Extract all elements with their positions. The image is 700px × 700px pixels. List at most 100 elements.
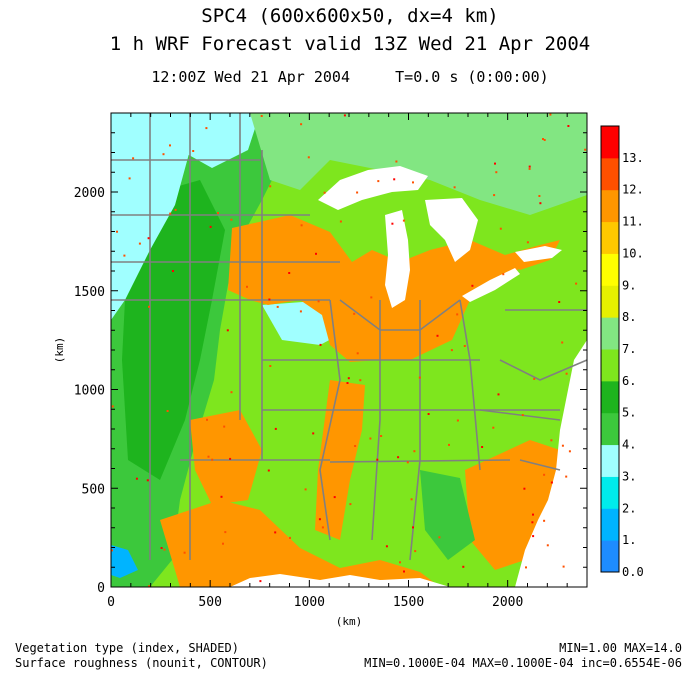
contour-field-label: Surface roughness (nounit, CONTOUR) [15,656,268,670]
cropland-gulf-coast [160,500,440,587]
urban-speckle [418,376,421,379]
urban-speckle [412,526,414,529]
urban-speckle [319,343,322,346]
urban-speckle [135,477,138,480]
urban-speckle [499,227,502,230]
urban-speckle [531,521,534,524]
urban-speckle [192,150,195,152]
colorbar-label: 7. [622,342,636,356]
urban-speckle [268,298,271,301]
urban-speckle [217,212,219,214]
urban-speckle [343,114,346,117]
urban-speckle [550,481,553,484]
urban-speckle [346,382,349,384]
urban-speckle [274,531,277,534]
urban-speckle [546,544,549,547]
state-boundary [339,299,461,331]
urban-speckle [148,585,151,587]
urban-speckle [543,473,546,476]
urban-speckle [521,414,524,417]
urban-speckle [567,125,570,127]
urban-speckle [450,349,453,352]
urban-speckle [163,548,166,551]
y-tick-label: 2000 [74,186,105,201]
y-tick-label: 500 [82,482,105,497]
urban-speckle [318,518,321,521]
urban-speckle [269,185,272,188]
urban-speckle [267,469,270,472]
contour-field-stats: MIN=0.1000E-04 MAX=0.1000E-04 inc=0.6554… [364,656,682,670]
urban-speckle [525,566,527,569]
southeast-forest [420,470,475,560]
urban-speckle [385,545,388,548]
urban-speckle [230,391,233,394]
colorbar-swatch [601,508,619,541]
atlantic-ocean [515,340,587,587]
urban-speckle [229,457,232,460]
colorbar-frame [600,125,620,573]
urban-speckle [209,225,212,228]
colorbar-label: 1. [622,533,636,547]
urban-speckle [315,252,317,255]
colorbar-label: 5. [622,406,636,420]
urban-speckle [463,345,466,347]
urban-speckle [528,165,531,168]
urban-speckle [550,439,553,442]
lake-superior [318,166,428,210]
urban-speckle [561,341,564,344]
urban-speckle [402,219,405,222]
urban-speckle [456,313,459,316]
colorbar-swatch [601,349,619,382]
urban-speckle [391,222,394,225]
urban-speckle [377,180,380,183]
colorbar-swatch [601,476,619,509]
urban-speckle [502,273,505,276]
urban-speckle [412,181,414,184]
urban-speckle [448,443,450,446]
urban-speckle [339,220,342,223]
urban-speckle [528,167,531,170]
urban-speckle [369,437,372,440]
urban-speckle [224,531,227,534]
lake-huron [425,198,478,262]
urban-speckle [304,488,307,491]
state-boundary [519,459,561,471]
colorbar-label: 6. [622,374,636,388]
urban-speckle [138,242,141,245]
y-axis-label: (km) [53,337,66,364]
urban-speckle [132,157,135,160]
urban-speckle [323,191,326,194]
colorbar-label: 12. [622,183,644,197]
urban-speckle [462,565,465,568]
urban-speckle [174,208,177,211]
urban-speckle [376,458,379,461]
urban-speckle [370,296,373,299]
urban-speckle [347,377,350,380]
urban-speckle [220,495,223,498]
urban-speckle [558,301,561,303]
urban-speckle [300,123,303,126]
colorbar: 0.0 1. 2. 3. 4. 5. 6. 7. 8. 9. 10. 11. 12. 13. [600,125,644,579]
y-tick-label: 0 [97,581,105,596]
urban-speckle [123,254,126,257]
colorbar-label: 9. [622,278,636,292]
urban-speckle [211,458,214,461]
urban-speckle [166,410,169,412]
urban-speckle [222,542,224,545]
urban-speckle [436,334,439,337]
urban-speckle [354,445,357,447]
urban-speckle [539,202,542,205]
x-tick-label: 1500 [393,595,424,610]
urban-speckle [169,144,171,147]
colorbar-label: 13. [622,151,644,165]
urban-speckle [147,237,150,240]
urban-speckle [399,561,401,564]
urban-speckle [456,419,459,422]
colorbar-swatch [601,540,619,573]
colorbar-label: 11. [622,215,644,229]
urban-speckle [493,194,496,197]
colorbar-label: 0.0 [622,565,644,579]
x-axis-label: (km) [336,615,363,628]
urban-speckle [205,127,208,130]
